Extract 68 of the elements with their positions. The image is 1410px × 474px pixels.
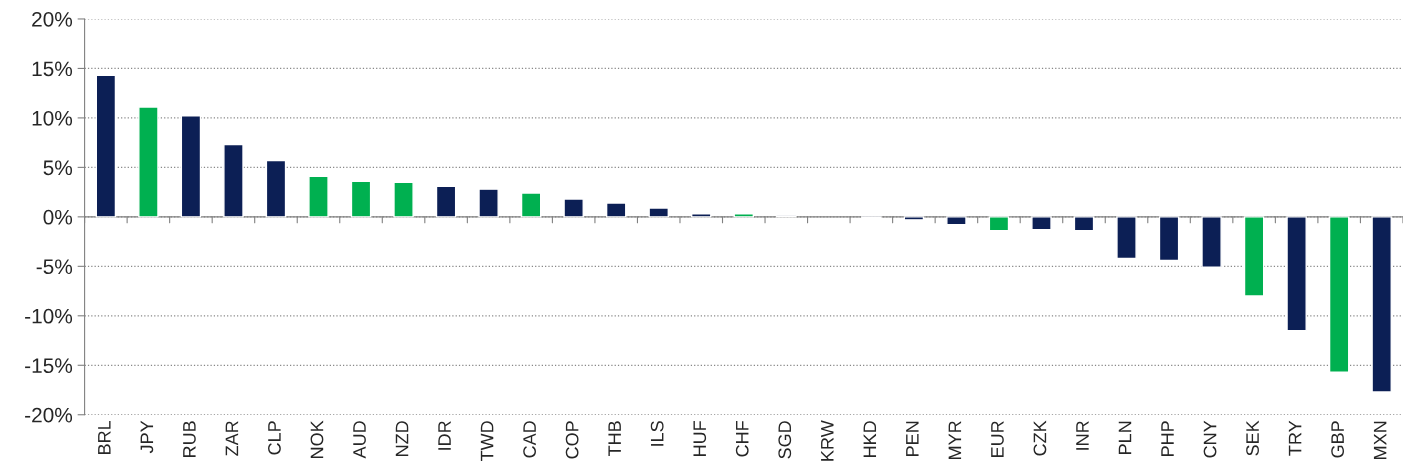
bar	[95, 74, 117, 218]
y-tick-label: -20%	[25, 407, 73, 423]
x-tick-label: SGD	[778, 421, 792, 459]
bar	[350, 180, 372, 218]
bar	[138, 106, 159, 218]
bar	[478, 188, 499, 218]
x-tick-label: NOK	[310, 420, 324, 458]
x-tick-label: TRY	[1288, 420, 1302, 456]
bar	[1371, 216, 1392, 393]
bar	[1286, 216, 1307, 332]
bar	[648, 207, 669, 218]
bar	[1328, 216, 1350, 373]
x-tick-label: CHF	[735, 421, 749, 457]
bar	[435, 185, 457, 218]
x-tick-label: SEK	[1246, 420, 1259, 456]
x-tick-label: GBP	[1331, 421, 1345, 458]
bar	[1243, 216, 1265, 297]
y-tick-label: 10%	[32, 110, 73, 126]
y-tick-label: 5%	[43, 160, 73, 176]
bar	[733, 213, 755, 218]
x-tick-label: INR	[1076, 421, 1089, 450]
x-tick-label: PEN	[906, 421, 919, 456]
bar	[563, 198, 584, 218]
x-tick-label: JPY	[140, 420, 154, 454]
x-tick-label: RUB	[183, 421, 196, 457]
bar	[1073, 216, 1095, 232]
bar	[1031, 216, 1052, 231]
bar	[605, 202, 627, 218]
bar	[393, 181, 414, 218]
x-tick-label: MYR	[948, 421, 962, 459]
bar	[520, 192, 542, 218]
bar	[903, 216, 925, 221]
bar	[1116, 216, 1137, 260]
y-tick-label: 15%	[32, 61, 73, 77]
x-tick-label: ZAR	[225, 421, 239, 456]
x-tick-label: KRW	[821, 420, 834, 461]
y-tick-label: -5%	[36, 259, 73, 275]
x-tick-label: MXN	[1373, 421, 1387, 459]
y-tick-label: 0%	[43, 209, 73, 225]
x-tick-label: HKD	[863, 421, 877, 457]
bar	[265, 159, 287, 218]
bar	[946, 216, 967, 226]
x-tick-label: CZK	[1033, 420, 1047, 456]
x-tick-label: PLN	[1118, 421, 1132, 454]
bar	[988, 216, 1010, 232]
x-tick-label: HUF	[693, 421, 707, 456]
bar	[180, 115, 202, 218]
bar	[308, 175, 329, 218]
bar	[1201, 216, 1222, 269]
x-tick-label: CAD	[523, 421, 536, 458]
x-tick-label: TWD	[480, 421, 494, 462]
x-tick-label: CNY	[1203, 420, 1217, 458]
x-tick-label: AUD	[353, 421, 366, 459]
x-tick-label: THB	[608, 421, 621, 457]
x-tick-label: EUR	[991, 421, 1004, 457]
y-tick-label: 20%	[32, 11, 73, 27]
x-tick-label: CLP	[268, 421, 281, 455]
x-tick-label: BRL	[98, 420, 111, 454]
x-tick-label: NZD	[395, 421, 409, 456]
bar	[1158, 216, 1180, 262]
bar	[223, 143, 244, 218]
y-tick-label: -15%	[25, 358, 73, 374]
y-tick-label: -10%	[25, 308, 73, 324]
bar	[690, 213, 712, 218]
x-tick-label: ILS	[650, 421, 664, 446]
x-tick-label: IDR	[438, 421, 451, 450]
x-tick-label: COP	[565, 421, 579, 459]
x-tick-label: PHP	[1161, 421, 1174, 456]
